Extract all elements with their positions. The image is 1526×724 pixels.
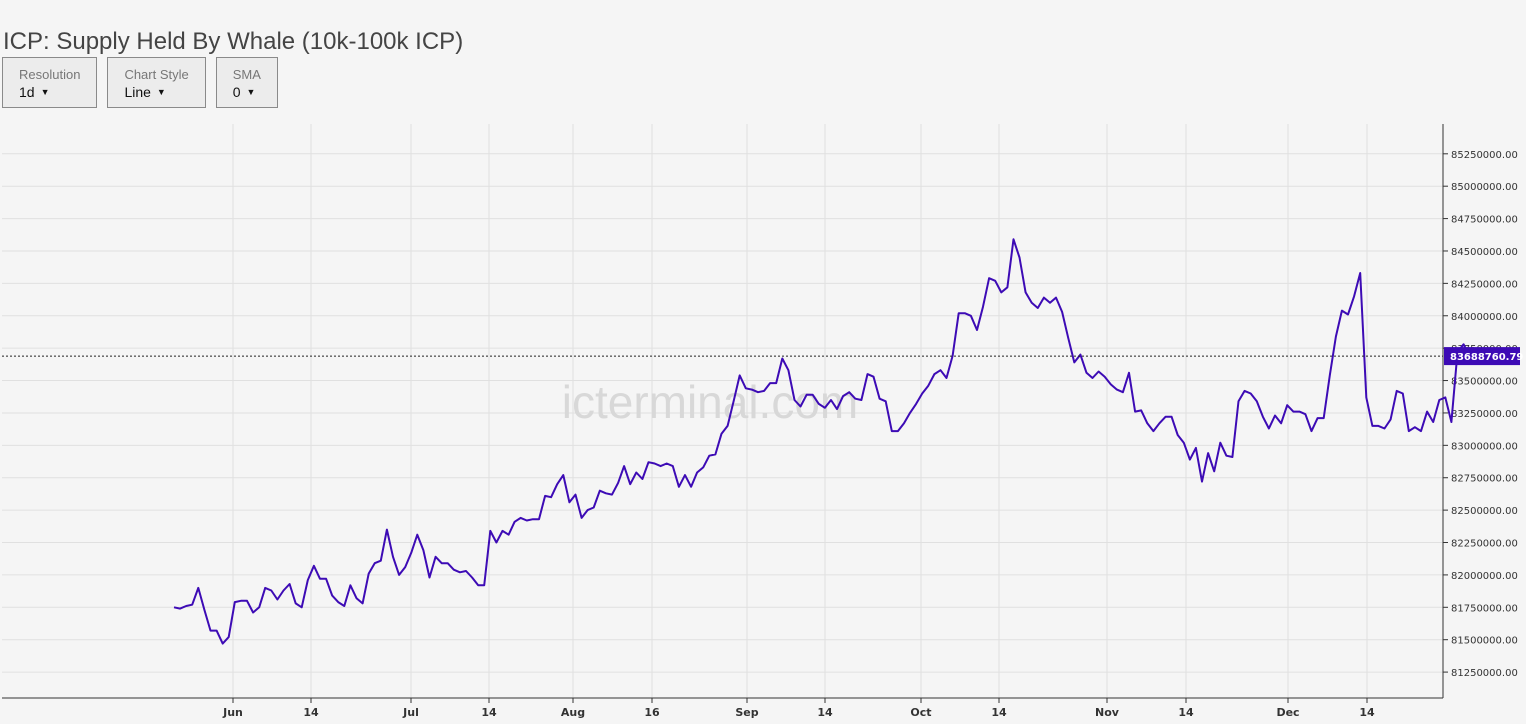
y-tick-label: 84250000.00 [1451, 279, 1518, 290]
y-tick-label: 81500000.00 [1451, 636, 1518, 647]
x-tick-label: Dec [1276, 706, 1299, 719]
x-tick-label: 14 [303, 706, 319, 719]
y-tick-label: 83250000.00 [1451, 409, 1518, 420]
sma-value: 0 [232, 84, 241, 100]
y-tick-label: 82750000.00 [1451, 474, 1518, 485]
last-value-marker: 83688760.79 [2, 347, 1523, 366]
x-tick-label: Sep [735, 706, 758, 719]
series-layer [173, 238, 1471, 645]
grid [2, 124, 1443, 698]
x-tick-label: 14 [1178, 706, 1194, 719]
x-tick-label: Jun [222, 706, 243, 719]
sma-label: SMA [232, 67, 261, 82]
caret-down-icon: ▼ [156, 87, 166, 97]
y-tick-label: 84500000.00 [1451, 247, 1518, 258]
y-tick-label: 81750000.00 [1451, 603, 1518, 614]
watermark: icterminal.com [562, 376, 859, 428]
x-tick-label: Jul [402, 706, 419, 719]
y-tick-label: 85250000.00 [1451, 150, 1518, 161]
series-line [173, 238, 1471, 645]
x-tick-label: Aug [561, 706, 585, 719]
y-tick-label: 82250000.00 [1451, 539, 1518, 550]
y-tick-label: 84000000.00 [1451, 312, 1518, 323]
caret-down-icon: ▼ [40, 87, 50, 97]
last-value-tag [1444, 347, 1520, 366]
x-tick-label: 14 [1359, 706, 1375, 719]
y-tick-label: 83000000.00 [1451, 441, 1518, 452]
x-tick-label: 14 [817, 706, 833, 719]
x-tick-label: 14 [481, 706, 497, 719]
chart-controls: Resolution 1d ▼ Chart Style Line ▼ SMA 0 ▼ [2, 57, 288, 108]
chart-style-dropdown[interactable]: Chart Style Line ▼ [107, 57, 206, 108]
x-tick-label: Oct [910, 706, 931, 719]
y-tick-label: 85000000.00 [1451, 182, 1518, 193]
resolution-dropdown[interactable]: Resolution 1d ▼ [2, 57, 98, 108]
y-tick-label: 82500000.00 [1451, 506, 1518, 517]
x-tick-label: 16 [644, 706, 660, 719]
chart-style-label: Chart Style [124, 67, 189, 82]
chart-style-value: Line [124, 84, 151, 100]
y-tick-label: 81250000.00 [1451, 668, 1518, 679]
y-tick-label: 84750000.00 [1451, 215, 1518, 226]
last-value-label: 83688760.79 [1450, 352, 1523, 363]
sma-dropdown[interactable]: SMA 0 ▼ [215, 57, 278, 108]
resolution-label: Resolution [19, 67, 81, 82]
y-tick-label: 82000000.00 [1451, 571, 1518, 582]
x-tick-label: 14 [991, 706, 1007, 719]
y-tick-label: 83500000.00 [1451, 377, 1518, 388]
caret-down-icon: ▼ [246, 87, 256, 97]
page-title: ICP: Supply Held By Whale (10k-100k ICP) [3, 28, 464, 56]
x-tick-label: Nov [1095, 706, 1120, 719]
resolution-value: 1d [19, 84, 35, 100]
